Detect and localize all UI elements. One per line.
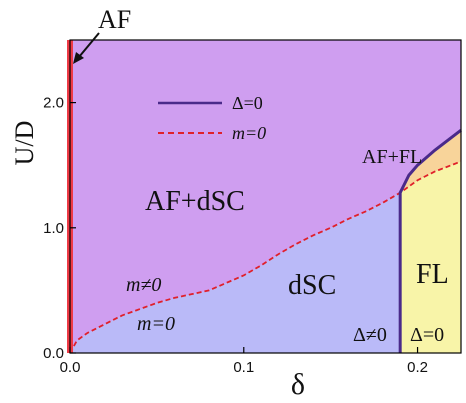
af-arrow-head: [73, 52, 84, 64]
boundary-delta-zero: [398, 128, 462, 353]
annotation-af: AF: [98, 5, 131, 34]
regions-layer: [70, 40, 461, 353]
af-annotation: AF: [73, 5, 131, 64]
annotation-delta-zero: Δ=0: [410, 324, 444, 346]
legend-label-m: m=0: [232, 123, 266, 143]
region-af-fl: [400, 130, 461, 193]
x-tick-label: 0.2: [407, 359, 428, 376]
y-axis-label: U/D: [10, 121, 39, 166]
annotation-fl: FL: [416, 259, 449, 290]
af-arrow-shaft: [78, 32, 100, 58]
annotation-af-fl: AF+FL: [362, 146, 422, 168]
legend: Δ=0 m=0: [158, 93, 266, 143]
plot-frame: [69, 39, 462, 354]
region-dsc: [70, 192, 401, 353]
x-axis-label: δ: [291, 368, 305, 401]
boundary-m-zero: [69, 160, 462, 354]
y-tick-label: 0.0: [43, 345, 64, 362]
x-tick-label: 0.1: [233, 359, 254, 376]
legend-label-delta: Δ=0: [232, 93, 263, 113]
region-fl: [400, 130, 461, 353]
x-tick-label: 0.0: [60, 359, 81, 376]
annotation-dsc: dSC: [288, 270, 336, 301]
y-tick-label: 2.0: [43, 95, 64, 112]
axis-ticks-layer: 0.0 0.1 0.2 0.0 1.0 2.0: [43, 95, 428, 376]
annotation-m-nonzero: m≠0: [126, 274, 161, 296]
annotation-af-dsc: AF+dSC: [145, 186, 245, 217]
y-tick-label: 1.0: [43, 220, 64, 237]
annotation-delta-nonzero: Δ≠0: [353, 324, 387, 346]
annotation-m-zero: m=0: [137, 313, 175, 335]
